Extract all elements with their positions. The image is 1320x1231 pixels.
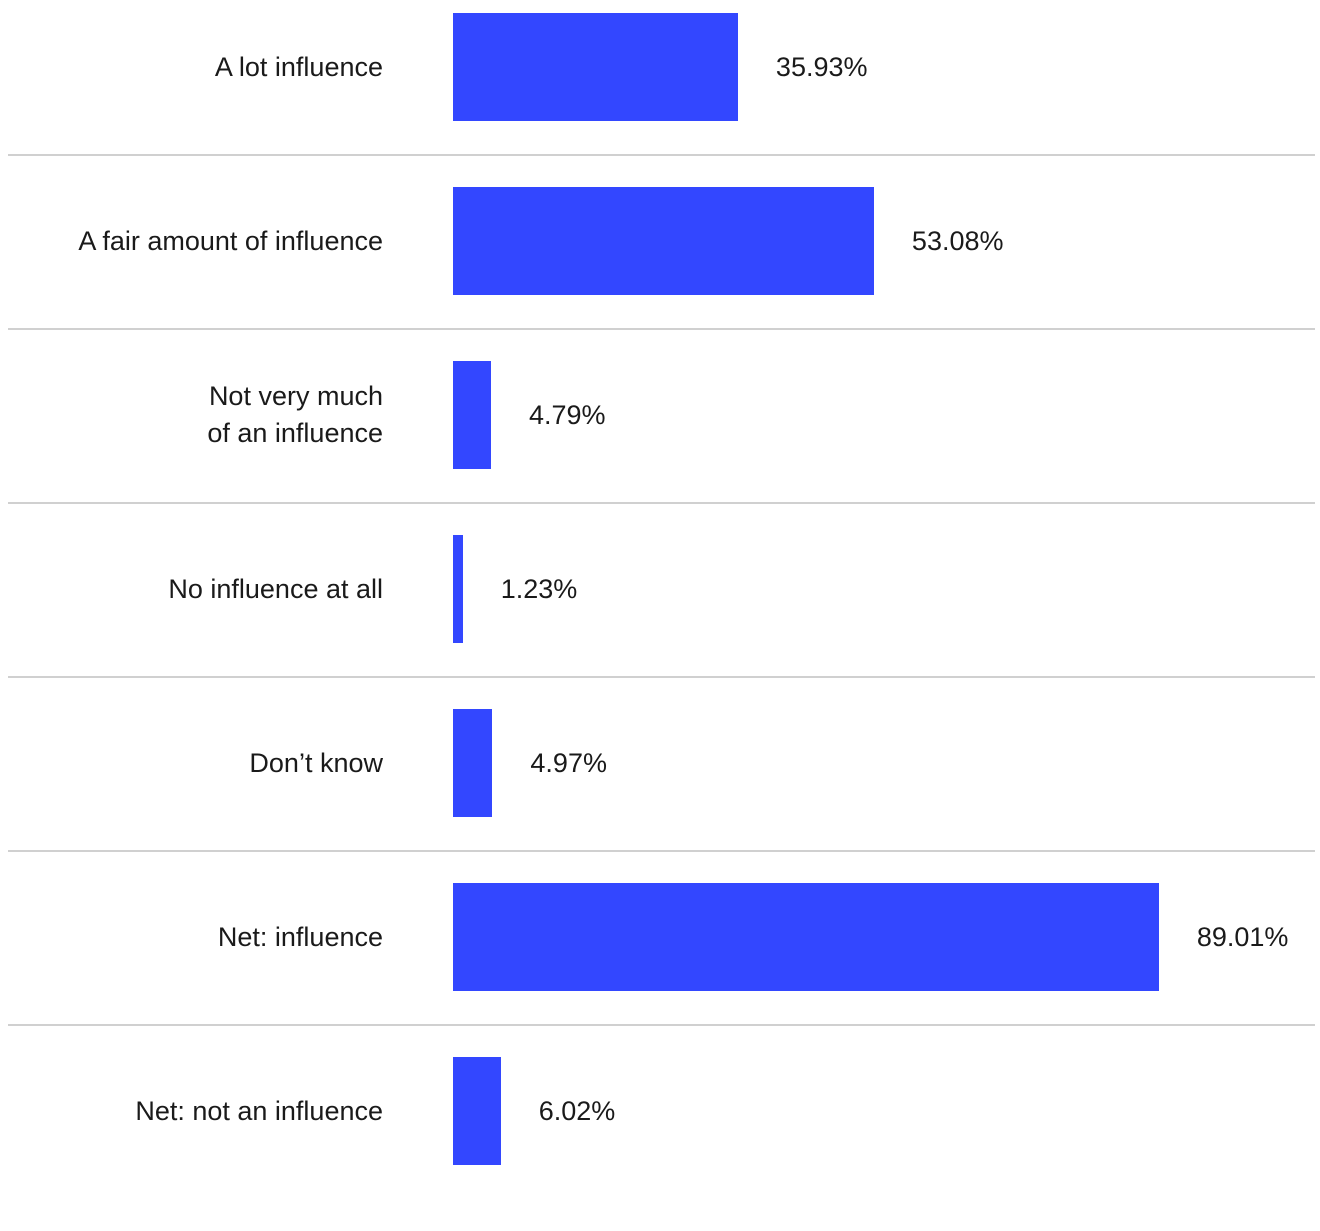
category-label: Net: not an influence — [135, 1095, 383, 1126]
bar — [453, 1057, 501, 1165]
bar — [453, 535, 463, 643]
bar-row: Don’t know 4.97% — [0, 709, 1320, 883]
value-label: 89.01% — [1196, 921, 1289, 952]
bar-row: Net: influence 89.01% — [0, 883, 1320, 1057]
bar-row: A lot influence 35.93% — [0, 13, 1320, 187]
row-divider — [8, 676, 1315, 678]
bar — [453, 709, 493, 817]
category-label: Net: influence — [217, 921, 383, 952]
value-label: 35.93% — [775, 51, 868, 82]
bar-row: A fair amount of influence 53.08% — [0, 187, 1320, 361]
value-label: 1.23% — [500, 573, 578, 604]
value-label: 4.97% — [530, 747, 607, 778]
value-label: 6.02% — [538, 1095, 616, 1126]
category-label: Don’t know — [249, 747, 383, 778]
bar — [453, 187, 874, 295]
category-label: A lot influence — [214, 51, 383, 82]
bar-row: Net: not an influence 6.02% — [0, 1057, 1320, 1231]
category-label: Not very much of an influence — [207, 381, 383, 448]
value-label: 53.08% — [911, 225, 1004, 256]
category-label: No influence at all — [168, 573, 383, 604]
row-divider — [8, 154, 1315, 156]
bar — [453, 883, 1159, 991]
bar — [453, 361, 491, 469]
row-divider — [8, 1024, 1315, 1026]
bar-row: No influence at all 1.23% — [0, 535, 1320, 709]
value-label: 4.79% — [528, 399, 606, 430]
row-divider — [8, 502, 1315, 504]
bar-row: Not very much of an influence 4.79% — [0, 361, 1320, 535]
bar — [453, 13, 738, 121]
category-label: A fair amount of influence — [78, 225, 383, 256]
row-divider — [8, 850, 1315, 852]
row-divider — [8, 328, 1315, 330]
bar-chart: A lot influence 35.93% A fair amount of in… — [0, 13, 1320, 1165]
